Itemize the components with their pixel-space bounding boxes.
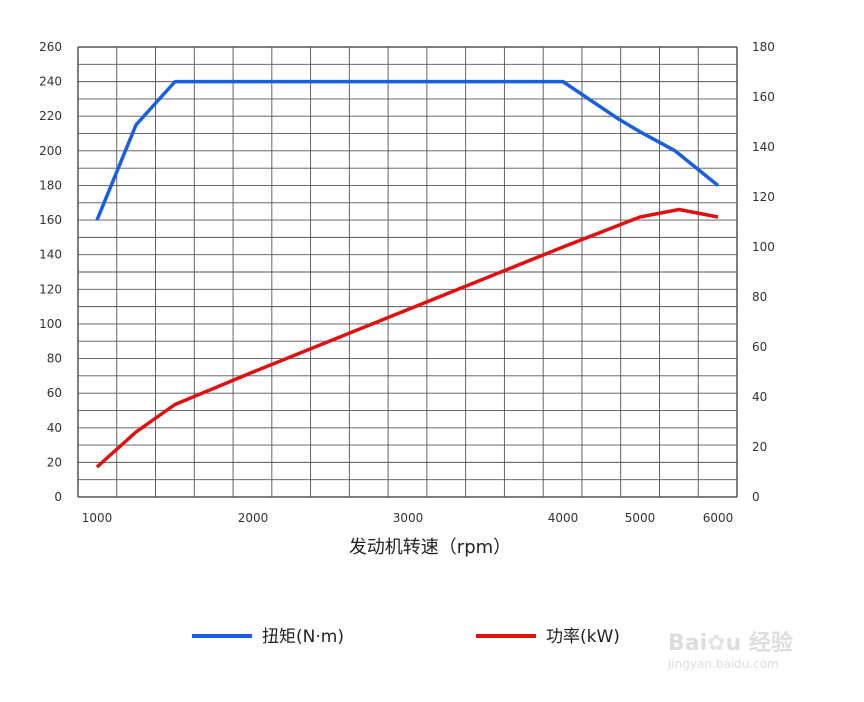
legend-label-power: 功率(kW) — [546, 627, 620, 647]
left-tick-label: 20 — [47, 455, 62, 469]
svg-text:Bai✿u 经验: Bai✿u 经验 — [668, 630, 793, 656]
x-tick-label: 5000 — [625, 511, 656, 525]
right-tick-label: 140 — [752, 140, 775, 154]
right-tick-label: 40 — [752, 390, 767, 404]
right-tick-label: 60 — [752, 340, 767, 354]
left-tick-label: 260 — [39, 40, 62, 54]
left-tick-label: 160 — [39, 213, 62, 227]
left-tick-label: 140 — [39, 248, 62, 262]
legend-label-torque: 扭矩(N·m) — [262, 627, 344, 647]
x-axis-label: 发动机转速（rpm） — [349, 537, 511, 558]
x-tick-label: 6000 — [703, 511, 734, 525]
left-tick-label: 240 — [39, 75, 62, 89]
left-tick-label: 120 — [39, 282, 62, 296]
right-tick-label: 0 — [752, 490, 760, 504]
right-axis-ticks: 0 20 40 60 80 100 120 140 160 180 — [752, 40, 775, 504]
x-tick-label: 3000 — [393, 511, 424, 525]
right-tick-label: 100 — [752, 240, 775, 254]
left-tick-label: 100 — [39, 317, 62, 331]
right-tick-label: 180 — [752, 40, 775, 54]
series-lines — [95, 79, 720, 469]
left-tick-label: 80 — [47, 352, 62, 366]
right-tick-label: 20 — [752, 440, 767, 454]
left-tick-label: 0 — [54, 490, 62, 504]
x-tick-label: 2000 — [238, 511, 269, 525]
x-axis-ticks: 1000 2000 3000 4000 5000 6000 — [82, 511, 734, 525]
left-tick-label: 220 — [39, 109, 62, 123]
right-tick-label: 160 — [752, 90, 775, 104]
x-tick-label: 1000 — [82, 511, 113, 525]
svg-text:jingyan.baidu.com: jingyan.baidu.com — [667, 657, 779, 671]
left-tick-label: 60 — [47, 386, 62, 400]
torque-line — [95, 79, 720, 221]
x-tick-label: 4000 — [548, 511, 579, 525]
legend: 扭矩(N·m) 功率(kW) — [192, 627, 620, 647]
left-tick-label: 40 — [47, 421, 62, 435]
left-axis-ticks: 0 20 40 60 80 100 120 140 160 180 200 220 240 260 — [39, 40, 62, 504]
baidu-watermark-logo: Bai✿u 经验 jingyan.baidu.com — [667, 630, 793, 671]
power-line — [95, 207, 719, 469]
right-tick-label: 120 — [752, 190, 775, 204]
left-tick-label: 200 — [39, 144, 62, 158]
right-tick-label: 80 — [752, 290, 767, 304]
grid — [77, 46, 738, 498]
left-tick-label: 180 — [39, 178, 62, 192]
